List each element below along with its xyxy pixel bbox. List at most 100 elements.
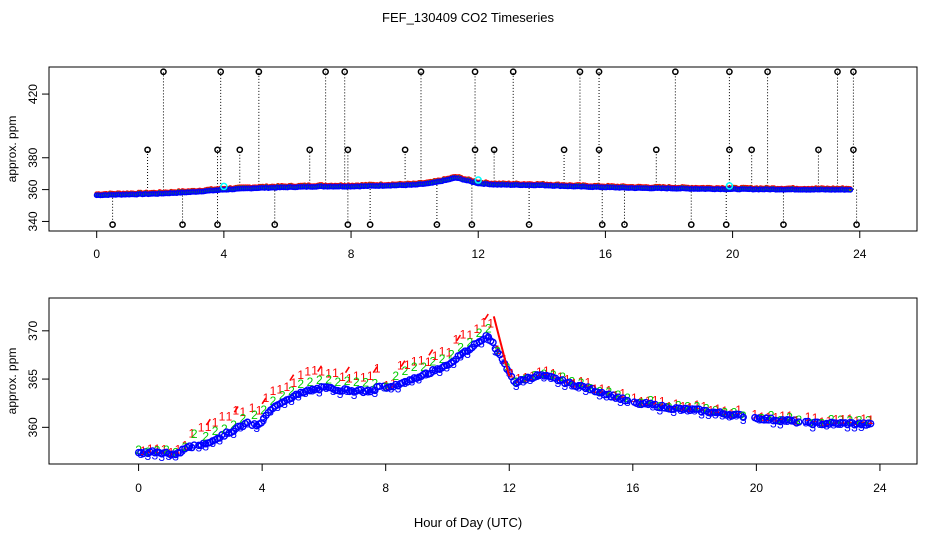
bottom-series-o-point bbox=[489, 338, 497, 347]
bottom-series-2-label: 2 bbox=[494, 345, 501, 359]
bottom-series-3-label: 3 bbox=[223, 426, 230, 440]
top-mid-outlier-point bbox=[471, 146, 479, 154]
bottom-x-tick-label: 24 bbox=[873, 481, 887, 495]
bottom-x-tick-label: 12 bbox=[503, 481, 517, 495]
bottom-series-2-label: 2 bbox=[334, 375, 341, 389]
bottom-series-1-label: 1 bbox=[439, 344, 446, 358]
bottom-red-segment bbox=[372, 366, 378, 374]
top-high-outlier-point bbox=[341, 68, 349, 76]
bottom-series-1-label: 1 bbox=[304, 364, 311, 378]
top-low-outlier-point bbox=[433, 221, 441, 228]
top-y-tick-label: 360 bbox=[26, 179, 40, 199]
top-low-outlier-point bbox=[621, 221, 628, 228]
bottom-series-2-label: 2 bbox=[279, 388, 286, 402]
bottom-series-3-label: 3 bbox=[344, 384, 351, 398]
top-high-outlier-point bbox=[672, 68, 679, 76]
bottom-series-2-label: 2 bbox=[270, 394, 277, 408]
bottom-series-1-label: 1 bbox=[453, 333, 460, 347]
top-high-outlier-point bbox=[509, 68, 517, 76]
top-mid-outlier-point bbox=[401, 146, 409, 154]
bottom-series-3-label: 3 bbox=[756, 413, 763, 427]
bottom-series-o-point bbox=[866, 419, 875, 428]
top-mid-outlier-point bbox=[815, 146, 822, 154]
top-mid-outlier-point bbox=[560, 146, 568, 154]
bottom-series-3-label: 3 bbox=[244, 416, 251, 430]
bottom-series-1-label: 1 bbox=[290, 376, 297, 390]
bottom-series-3-label: 3 bbox=[643, 397, 650, 411]
bottom-series-1-label: 1 bbox=[701, 400, 708, 414]
bottom-series-1-label: 1 bbox=[543, 364, 550, 378]
bottom-series-2-label: 2 bbox=[638, 396, 645, 410]
bottom-series-3-label: 3 bbox=[865, 417, 872, 431]
bottom-series-1-label: 1 bbox=[256, 404, 263, 418]
bottom-series-3-label: 3 bbox=[309, 384, 316, 398]
bottom-series-1-label: 1 bbox=[659, 394, 666, 408]
top-y-axis: 340 360 380 420 bbox=[26, 84, 50, 231]
bottom-y-tick-label: 360 bbox=[26, 417, 40, 437]
bottom-series-1-label: 1 bbox=[318, 364, 325, 378]
bottom-series-3-label: 3 bbox=[260, 413, 267, 427]
bottom-x-axis: 0 4 8 12 16 20 24 bbox=[135, 463, 887, 495]
top-high-outlier-point bbox=[595, 68, 603, 76]
bottom-series-3-label: 3 bbox=[548, 371, 555, 385]
top-x-tick-label: 8 bbox=[348, 247, 355, 261]
top-low-outlier-point bbox=[366, 221, 374, 228]
bottom-series-1-label: 1 bbox=[860, 412, 867, 426]
bottom-series-1-label: 1 bbox=[425, 355, 432, 369]
bottom-red-segment bbox=[205, 418, 211, 426]
bottom-series-3-label: 3 bbox=[457, 349, 464, 363]
bottom-series-2-label: 2 bbox=[439, 352, 446, 366]
bottom-y-tick-label: 365 bbox=[26, 369, 40, 389]
top-blue-point bbox=[847, 186, 854, 193]
bottom-series-2-label: 2 bbox=[362, 376, 369, 390]
bottom-series-o-point bbox=[623, 396, 632, 405]
bottom-series-3-label: 3 bbox=[726, 410, 733, 424]
bottom-series-o-point bbox=[575, 381, 583, 390]
bottom-series-2-label: 2 bbox=[819, 416, 826, 430]
bottom-series-2-label: 2 bbox=[420, 360, 427, 374]
top-cyan-point bbox=[474, 176, 482, 184]
top-plot-frame bbox=[48, 66, 918, 232]
top-mid-outlier-point bbox=[850, 146, 857, 154]
bottom-series-2-label: 2 bbox=[429, 355, 436, 369]
bottom-series-2-label: 2 bbox=[476, 326, 483, 340]
bottom-series-1-label: 1 bbox=[805, 410, 812, 424]
top-high-outlier-point bbox=[764, 68, 771, 76]
bottom-series-1-label: 1 bbox=[550, 366, 557, 380]
top-mid-outlier-point bbox=[748, 146, 756, 154]
bottom-series-2-label: 2 bbox=[457, 341, 464, 355]
bottom-series-3-label: 3 bbox=[186, 440, 193, 454]
bottom-series-1-label: 1 bbox=[735, 403, 742, 417]
bottom-series-2-label: 2 bbox=[182, 440, 189, 454]
bottom-series-3-label: 3 bbox=[763, 412, 770, 426]
bottom-series-2-label: 2 bbox=[239, 411, 246, 425]
bottom-series-3-label: 3 bbox=[684, 403, 691, 417]
bottom-series-1-label: 1 bbox=[374, 361, 381, 375]
bottom-series-1-label: 1 bbox=[339, 370, 346, 384]
top-low-outlier-point bbox=[271, 221, 279, 228]
bottom-series-2-label: 2 bbox=[212, 424, 219, 438]
bottom-series-1-label: 1 bbox=[578, 375, 585, 389]
bottom-series-3-label: 3 bbox=[381, 380, 388, 394]
bottom-x-tick-label: 16 bbox=[626, 481, 640, 495]
bottom-series-3-label: 3 bbox=[677, 403, 684, 417]
bottom-x-tick-label: 4 bbox=[259, 481, 266, 495]
bottom-panel: 2312313123123123131231231231312312312313… bbox=[5, 297, 918, 495]
bottom-series-3-label: 3 bbox=[323, 381, 330, 395]
bottom-series-2-label: 2 bbox=[251, 408, 258, 422]
top-mid-outlier-point bbox=[595, 146, 603, 154]
bottom-series-1-label: 1 bbox=[786, 409, 793, 423]
bottom-series-1-label: 1 bbox=[473, 322, 480, 336]
bottom-series-1-label: 1 bbox=[404, 358, 411, 372]
top-mid-outlier-point bbox=[144, 146, 151, 154]
top-low-outlier-point bbox=[109, 221, 116, 228]
bottom-series-1-label: 1 bbox=[779, 409, 786, 423]
bottom-series-3-label: 3 bbox=[365, 384, 372, 398]
bottom-series-2-label: 2 bbox=[448, 348, 455, 362]
bottom-series-1-label: 1 bbox=[277, 382, 284, 396]
top-high-outlier-point bbox=[834, 68, 841, 76]
bottom-series-1-label: 1 bbox=[631, 391, 638, 405]
bottom-series-1-label: 1 bbox=[270, 384, 277, 398]
bottom-series-1-label: 1 bbox=[467, 328, 474, 342]
bottom-red-segment bbox=[456, 334, 462, 342]
